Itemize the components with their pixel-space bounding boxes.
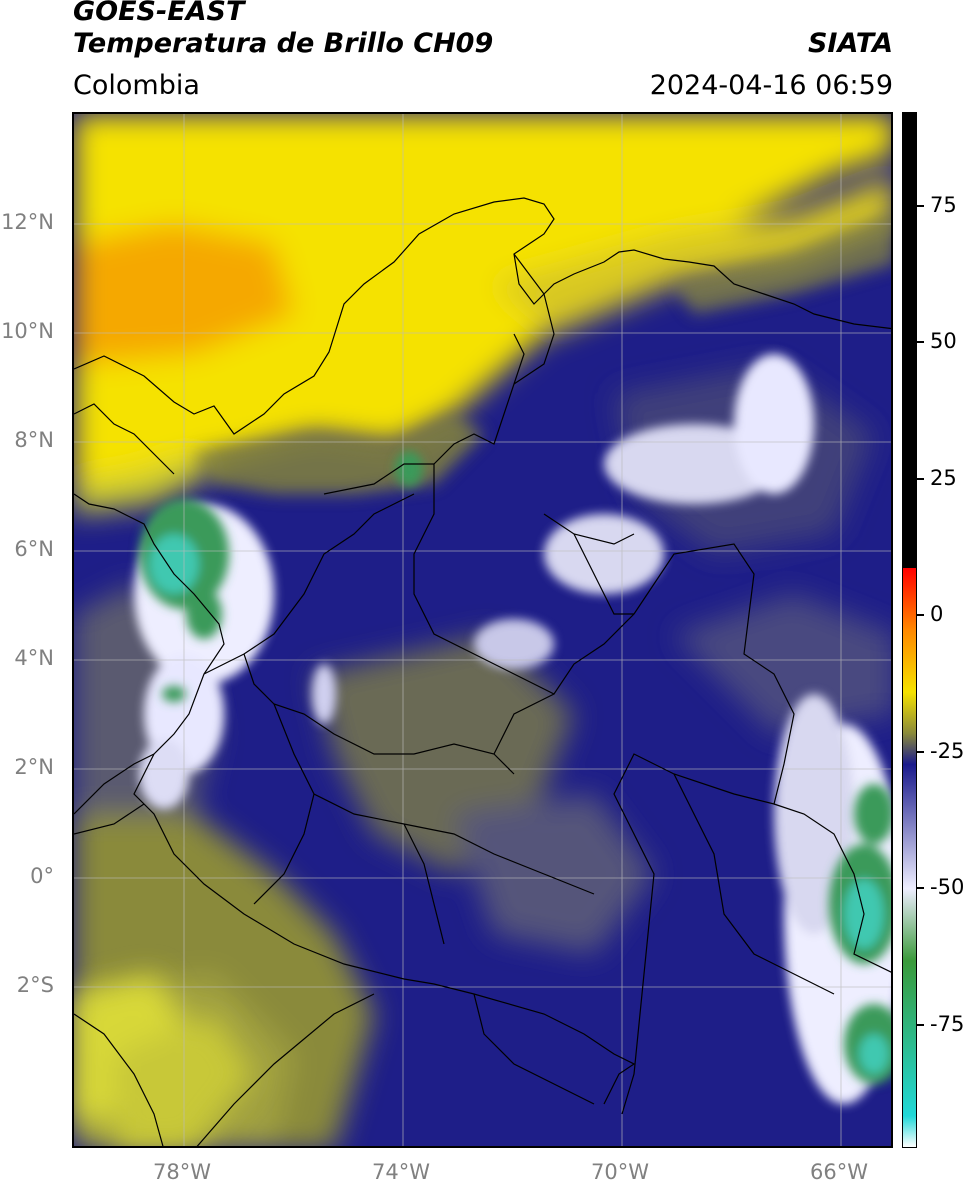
colorbar-tick (917, 341, 924, 343)
satellite-title: GOES-EAST (73, 0, 245, 27)
lon-label: 74°W (372, 1160, 430, 1184)
product-title: Temperatura de Brillo CH09 (73, 28, 494, 59)
temperature-colorbar (902, 112, 917, 1148)
lon-label: 66°W (810, 1160, 868, 1184)
map-svg (74, 114, 891, 1146)
lat-label: 2°N (14, 755, 54, 779)
colorbar-label: 75 (930, 193, 957, 217)
region-label: Colombia (73, 70, 200, 101)
lat-label: 6°N (14, 537, 54, 561)
lat-label: 8°N (14, 428, 54, 452)
colorbar-label: -50 (930, 875, 965, 899)
lat-label: 4°N (14, 646, 54, 670)
lat-label: 0° (30, 864, 54, 888)
colorbar-label: -25 (930, 739, 965, 763)
colorbar-label: 50 (930, 329, 957, 353)
colorbar-tick (917, 614, 924, 616)
datetime-label: 2024-04-16 06:59 (649, 70, 893, 101)
lat-label: 2°S (16, 973, 54, 997)
lon-label: 70°W (591, 1160, 649, 1184)
colorbar-tick (917, 205, 924, 207)
colorbar-tick (917, 751, 924, 753)
colorbar-tick (917, 478, 924, 480)
lon-label: 78°W (153, 1160, 211, 1184)
brand-label: SIATA (807, 28, 893, 59)
colorbar-label: 0 (930, 602, 944, 626)
colorbar-tick (917, 887, 924, 889)
graticule (74, 114, 891, 1146)
coastlines-borders (74, 197, 891, 1146)
lat-label: 10°N (1, 319, 54, 343)
lat-label: 12°N (1, 210, 54, 234)
satellite-map[interactable] (72, 112, 893, 1148)
colorbar-tick (917, 1024, 924, 1026)
colorbar-label: -75 (930, 1012, 965, 1036)
colorbar-label: 25 (930, 466, 957, 490)
